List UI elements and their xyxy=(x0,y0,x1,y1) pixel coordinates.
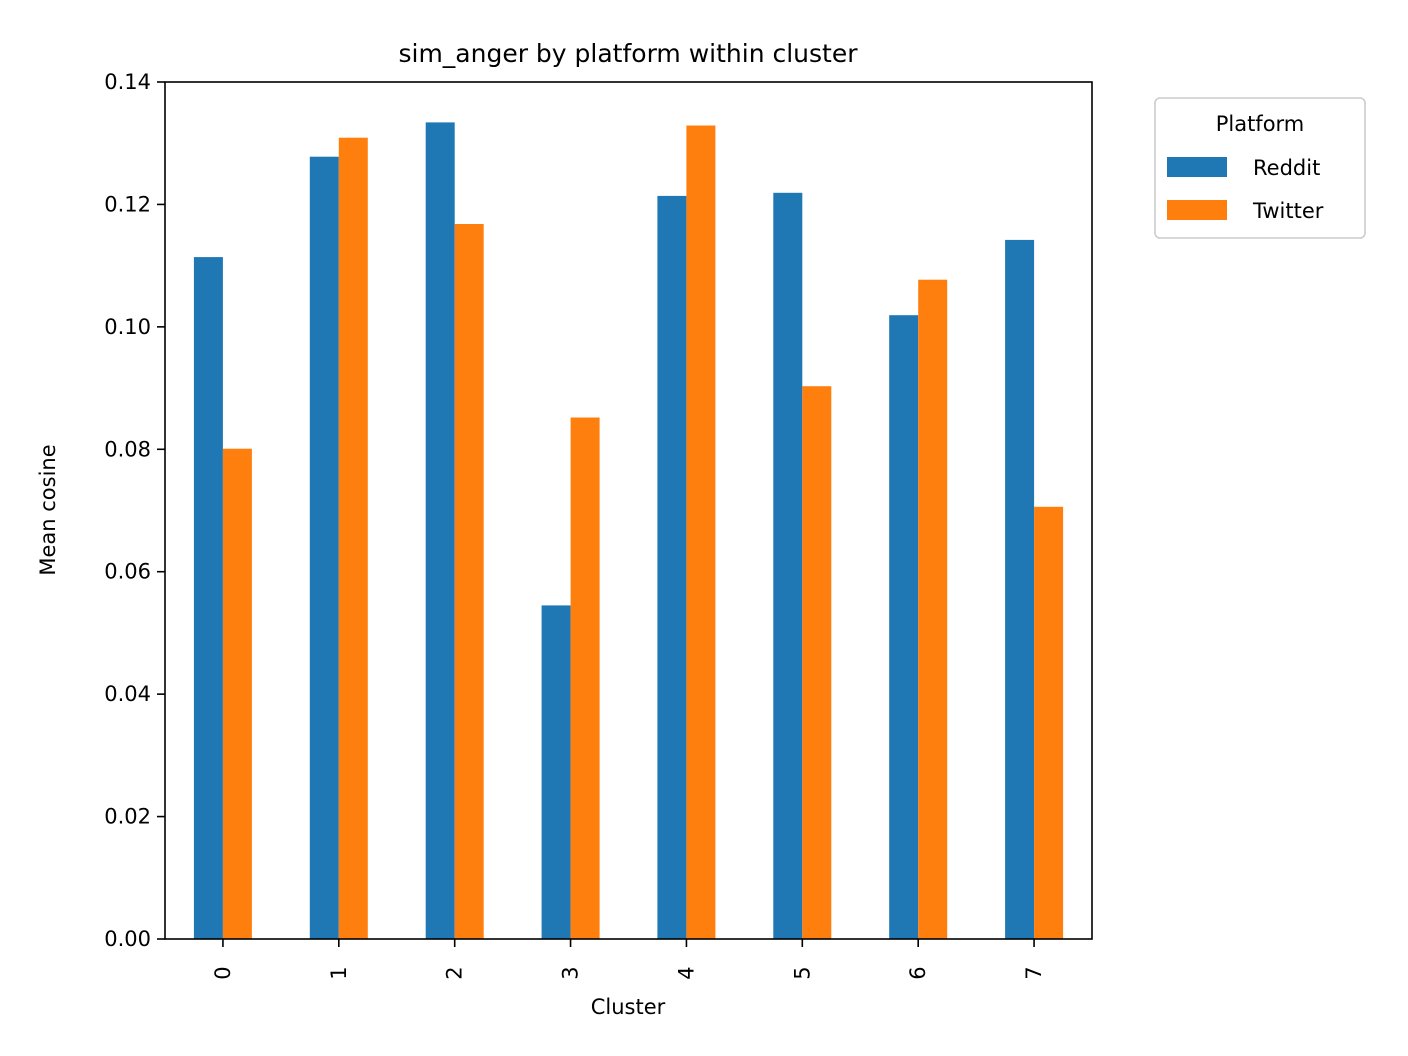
bar-twitter-cluster-4 xyxy=(686,125,716,939)
y-axis: 0.00 0.02 0.04 0.06 0.08 0.10 0.12 0.14 xyxy=(104,70,165,951)
x-tick-label: 2 xyxy=(443,966,467,979)
y-tick-label: 0.14 xyxy=(104,70,151,94)
chart-title: sim_anger by platform within cluster xyxy=(398,39,858,68)
bars-group xyxy=(193,122,1064,940)
legend-swatch-twitter xyxy=(1167,200,1227,220)
legend: Platform Reddit Twitter xyxy=(1154,97,1366,239)
legend-title: Platform xyxy=(1216,112,1305,136)
bar-reddit-cluster-5 xyxy=(773,192,803,940)
bar-reddit-cluster-7 xyxy=(1005,239,1035,939)
legend-swatch-reddit xyxy=(1167,157,1227,177)
x-tick-label: 3 xyxy=(559,966,583,979)
bar-twitter-cluster-6 xyxy=(918,279,948,939)
x-tick-label: 1 xyxy=(327,966,351,979)
y-tick-label: 0.00 xyxy=(104,927,151,951)
y-tick-label: 0.06 xyxy=(104,560,151,584)
bar-twitter-cluster-2 xyxy=(454,224,484,939)
x-tick-label: 4 xyxy=(674,966,698,979)
bar-reddit-cluster-3 xyxy=(541,605,571,939)
bar-twitter-cluster-5 xyxy=(802,386,832,939)
x-tick-label: 6 xyxy=(906,966,930,979)
bar-twitter-cluster-3 xyxy=(570,417,600,939)
y-tick-label: 0.10 xyxy=(104,315,151,339)
bar-twitter-cluster-1 xyxy=(338,137,368,939)
x-tick-label: 0 xyxy=(211,966,235,979)
bar-twitter-cluster-7 xyxy=(1034,506,1064,939)
bar-reddit-cluster-0 xyxy=(193,257,223,940)
x-tick-label: 5 xyxy=(790,966,814,979)
x-tick-label: 7 xyxy=(1022,966,1046,979)
plot-frame xyxy=(164,81,1093,940)
bar-reddit-cluster-1 xyxy=(309,156,339,939)
bar-reddit-cluster-4 xyxy=(657,195,687,939)
y-tick-label: 0.02 xyxy=(104,805,151,829)
x-axis-label: Cluster xyxy=(591,995,666,1019)
legend-label-reddit: Reddit xyxy=(1253,156,1320,180)
x-axis: 0 1 2 3 4 5 6 7 xyxy=(211,939,1046,980)
y-tick-label: 0.08 xyxy=(104,437,151,461)
y-tick-label: 0.12 xyxy=(104,192,151,216)
y-axis-label: Mean cosine xyxy=(36,444,60,575)
bar-reddit-cluster-6 xyxy=(889,315,919,939)
bar-reddit-cluster-2 xyxy=(425,122,455,939)
y-tick-label: 0.04 xyxy=(104,682,151,706)
bar-twitter-cluster-0 xyxy=(222,448,252,939)
legend-label-twitter: Twitter xyxy=(1252,199,1324,223)
